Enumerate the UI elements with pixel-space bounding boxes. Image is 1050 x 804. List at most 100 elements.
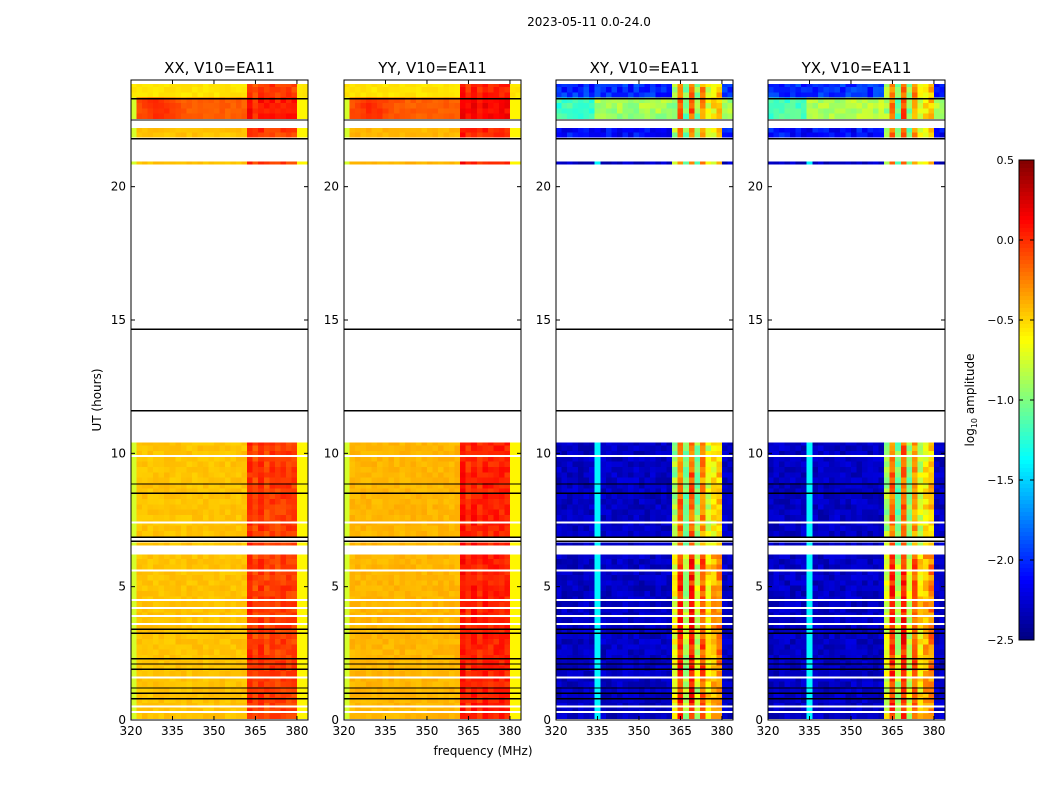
heatmap-cell <box>291 644 297 650</box>
heatmap-cell <box>700 472 706 478</box>
heatmap-cell <box>291 564 297 570</box>
heatmap-cell <box>444 504 450 510</box>
heatmap-cell <box>269 575 275 581</box>
heatmap-cell <box>405 113 411 119</box>
heatmap-cell <box>275 644 281 650</box>
heatmap-cell <box>181 671 187 677</box>
heatmap-cell <box>258 515 264 521</box>
heatmap-cell <box>186 493 192 499</box>
heatmap-cell <box>131 467 137 473</box>
heatmap-cell <box>595 543 601 546</box>
heatmap-cell <box>639 543 645 546</box>
heatmap-cell <box>344 681 350 687</box>
heatmap-cell <box>617 128 623 132</box>
heatmap-cell <box>280 477 286 483</box>
heatmap-cell <box>164 617 170 623</box>
heatmap-cell <box>711 113 717 119</box>
heatmap-cell <box>131 84 137 87</box>
flagged-line <box>344 537 521 538</box>
heatmap-cell <box>214 461 220 467</box>
heatmap-cell <box>600 467 606 473</box>
heatmap-cell <box>231 132 237 138</box>
heatmap-cell <box>444 713 450 719</box>
heatmap-cell <box>639 713 645 719</box>
heatmap-cell <box>482 617 488 623</box>
heatmap-cell <box>355 128 361 132</box>
heatmap-cell <box>159 461 165 467</box>
heatmap-cell <box>372 472 378 478</box>
heatmap-cell <box>231 92 237 98</box>
heatmap-cell <box>394 499 400 505</box>
heatmap-cell <box>606 515 612 521</box>
heatmap-cell <box>236 84 242 87</box>
heatmap-cell <box>131 591 137 597</box>
heatmap-cell <box>286 493 292 499</box>
heatmap-cell <box>705 477 711 483</box>
heatmap-cell <box>421 585 427 591</box>
heatmap-cell <box>192 655 198 661</box>
heatmap-cell <box>242 113 248 119</box>
heatmap-cell <box>236 564 242 570</box>
heatmap-cell <box>153 472 159 478</box>
heatmap-cell <box>366 713 372 719</box>
heatmap-cell <box>689 113 695 119</box>
heatmap-cell <box>291 493 297 499</box>
heatmap-cell <box>460 543 466 546</box>
heatmap-cell <box>455 655 461 661</box>
heatmap-cell <box>291 660 297 666</box>
heatmap-cell <box>291 591 297 597</box>
heatmap-cell <box>622 84 628 87</box>
heatmap-cell <box>269 564 275 570</box>
heatmap-cell <box>355 564 361 570</box>
heatmap-cell <box>291 443 297 446</box>
heatmap-cell <box>197 617 203 623</box>
heatmap-cell <box>225 461 231 467</box>
gap-line <box>344 615 521 617</box>
heatmap-cell <box>650 499 656 505</box>
heatmap-cell <box>466 644 472 650</box>
heatmap-cell <box>377 617 383 623</box>
heatmap-cell <box>264 655 270 661</box>
heatmap-cell <box>556 472 562 478</box>
heatmap-cell <box>421 113 427 119</box>
heatmap-cell <box>253 665 259 671</box>
heatmap-cell <box>366 103 372 109</box>
heatmap-cell <box>433 113 439 119</box>
heatmap-cell <box>220 585 226 591</box>
heatmap-cell <box>477 644 483 650</box>
heatmap-cell <box>399 655 405 661</box>
heatmap-cell <box>645 543 651 546</box>
heatmap-cell <box>148 617 154 623</box>
heatmap-cell <box>366 575 372 581</box>
heatmap-cell <box>231 580 237 586</box>
heatmap-cell <box>302 445 308 451</box>
heatmap-cell <box>153 644 159 650</box>
heatmap-cell <box>275 525 281 531</box>
heatmap-cell <box>153 543 159 546</box>
heatmap-cell <box>275 132 281 138</box>
heatmap-cell <box>186 543 192 546</box>
heatmap-cell <box>388 713 394 719</box>
heatmap-cell <box>291 108 297 114</box>
heatmap-cell <box>482 633 488 639</box>
heatmap-cell <box>727 113 733 119</box>
heatmap-cell <box>488 467 494 473</box>
heatmap-cell <box>208 601 214 607</box>
heatmap-cell <box>258 660 264 666</box>
heatmap-cell <box>405 108 411 114</box>
heatmap-cell <box>231 665 237 671</box>
heatmap-cell <box>280 585 286 591</box>
heatmap-cell <box>247 515 253 521</box>
heatmap-cell <box>355 493 361 499</box>
heatmap-cell <box>722 531 728 537</box>
heatmap-cell <box>477 113 483 119</box>
heatmap-cell <box>727 531 733 537</box>
heatmap-cell <box>383 644 389 650</box>
heatmap-cell <box>477 504 483 510</box>
x-tick-label: 380 <box>498 724 521 738</box>
heatmap-cell <box>661 493 667 499</box>
heatmap-cell <box>427 660 433 666</box>
heatmap-cell <box>589 108 595 114</box>
heatmap-cell <box>694 461 700 467</box>
heatmap-cell <box>410 543 416 546</box>
